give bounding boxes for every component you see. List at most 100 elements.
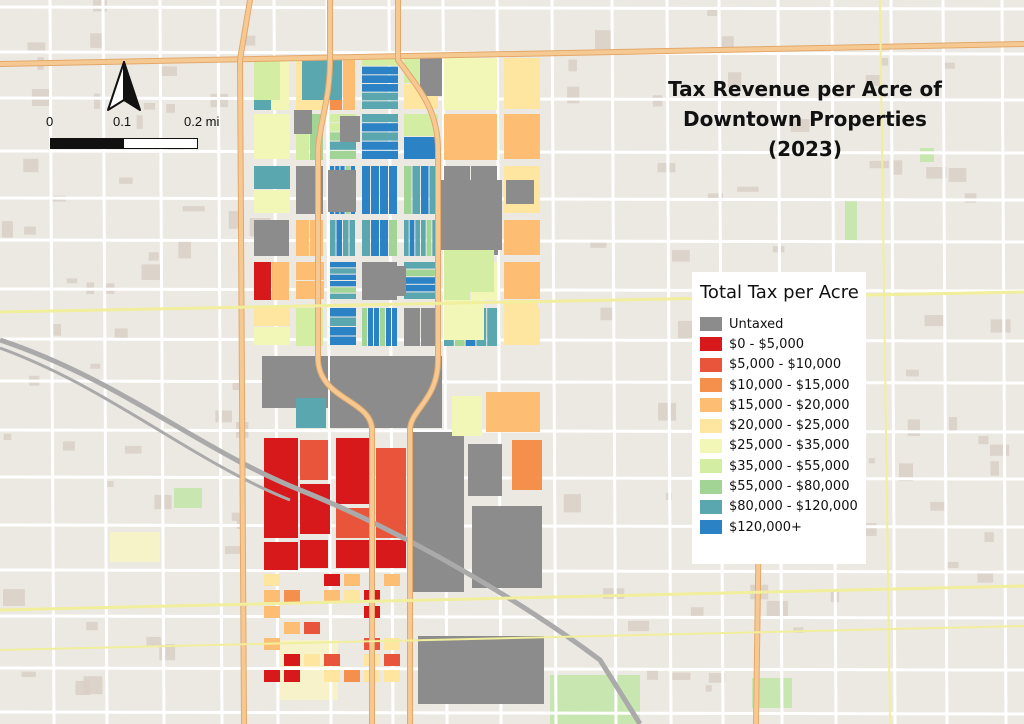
building [23, 158, 39, 173]
parcel [304, 654, 320, 666]
arterial-road [396, 0, 440, 724]
building [90, 363, 101, 369]
parcel [254, 166, 290, 189]
parcel [304, 622, 320, 634]
parcel [264, 606, 280, 618]
parcel [380, 220, 388, 256]
building [27, 42, 46, 54]
legend-swatch [700, 438, 722, 453]
building [119, 177, 133, 184]
legend-label: $5,000 - $10,000 [729, 357, 842, 373]
building [627, 620, 650, 632]
parcel [362, 132, 398, 141]
building [148, 252, 159, 261]
parcel [254, 327, 290, 345]
scale-bar-fill [51, 139, 124, 148]
parcel [444, 300, 484, 340]
parcel [330, 336, 356, 345]
parcel [389, 220, 397, 256]
building [990, 319, 1011, 333]
highway [879, 0, 891, 724]
building [21, 671, 36, 678]
railway [0, 337, 643, 724]
map-title-line-2: Downtown Properties [683, 107, 927, 131]
arterial-road [0, 42, 1024, 66]
arterial-road [237, 0, 252, 724]
building [166, 103, 175, 113]
parcel [404, 308, 420, 346]
street [158, 0, 166, 724]
parcel [254, 190, 290, 213]
building [66, 278, 78, 284]
building [881, 58, 889, 66]
building [83, 676, 103, 695]
building [3, 433, 12, 440]
parcel [330, 281, 356, 287]
legend-item: $20,000 - $25,000 [700, 415, 858, 435]
building [670, 672, 691, 680]
building [143, 102, 156, 110]
parcel-untaxed [294, 110, 312, 134]
parcel [404, 277, 438, 284]
building [707, 9, 718, 17]
parcel [254, 262, 271, 300]
highway [0, 625, 1024, 651]
parcel [362, 123, 398, 132]
parcel [452, 396, 482, 436]
parcel [362, 84, 398, 92]
building [948, 416, 958, 432]
parcel [330, 274, 356, 280]
building [906, 369, 919, 377]
parcel [324, 670, 340, 682]
parcel [486, 392, 540, 432]
building [984, 532, 994, 543]
legend-swatch [700, 337, 722, 352]
building [989, 444, 1010, 456]
parcel [254, 308, 290, 326]
parcel [336, 540, 372, 568]
building [1, 221, 13, 238]
building [707, 193, 724, 201]
building [231, 512, 246, 521]
parcel [324, 574, 340, 586]
parcel [512, 440, 542, 490]
legend-swatch [700, 317, 722, 332]
building [990, 461, 999, 476]
building [868, 458, 875, 464]
building [567, 86, 580, 104]
parcel [284, 670, 300, 682]
parcel [362, 114, 398, 123]
building [869, 160, 889, 169]
legend-label: $35,000 - $55,000 [729, 458, 850, 474]
building [590, 241, 607, 248]
parcel [344, 670, 360, 682]
parcel-untaxed [380, 266, 406, 296]
parcel [330, 308, 356, 317]
parcel [300, 440, 328, 480]
building [658, 402, 677, 421]
building [898, 463, 913, 482]
building [52, 323, 62, 336]
building [141, 264, 163, 280]
park [845, 200, 857, 240]
legend-item: $25,000 - $35,000 [700, 436, 858, 456]
building [728, 72, 742, 88]
parcel [343, 220, 349, 256]
parcel [432, 220, 437, 256]
building [603, 588, 625, 599]
building [926, 167, 947, 179]
building [232, 382, 244, 391]
building [93, 93, 101, 110]
street [0, 710, 1024, 716]
parcel [487, 308, 497, 346]
parcel-untaxed [472, 506, 542, 588]
building [114, 328, 128, 339]
legend-swatch [700, 499, 722, 514]
parcel [504, 58, 540, 109]
parcel [444, 114, 497, 160]
legend-swatch [700, 479, 722, 494]
street [0, 5, 1024, 11]
parcel [384, 670, 400, 682]
parcel [412, 166, 420, 214]
parcel [362, 101, 398, 109]
